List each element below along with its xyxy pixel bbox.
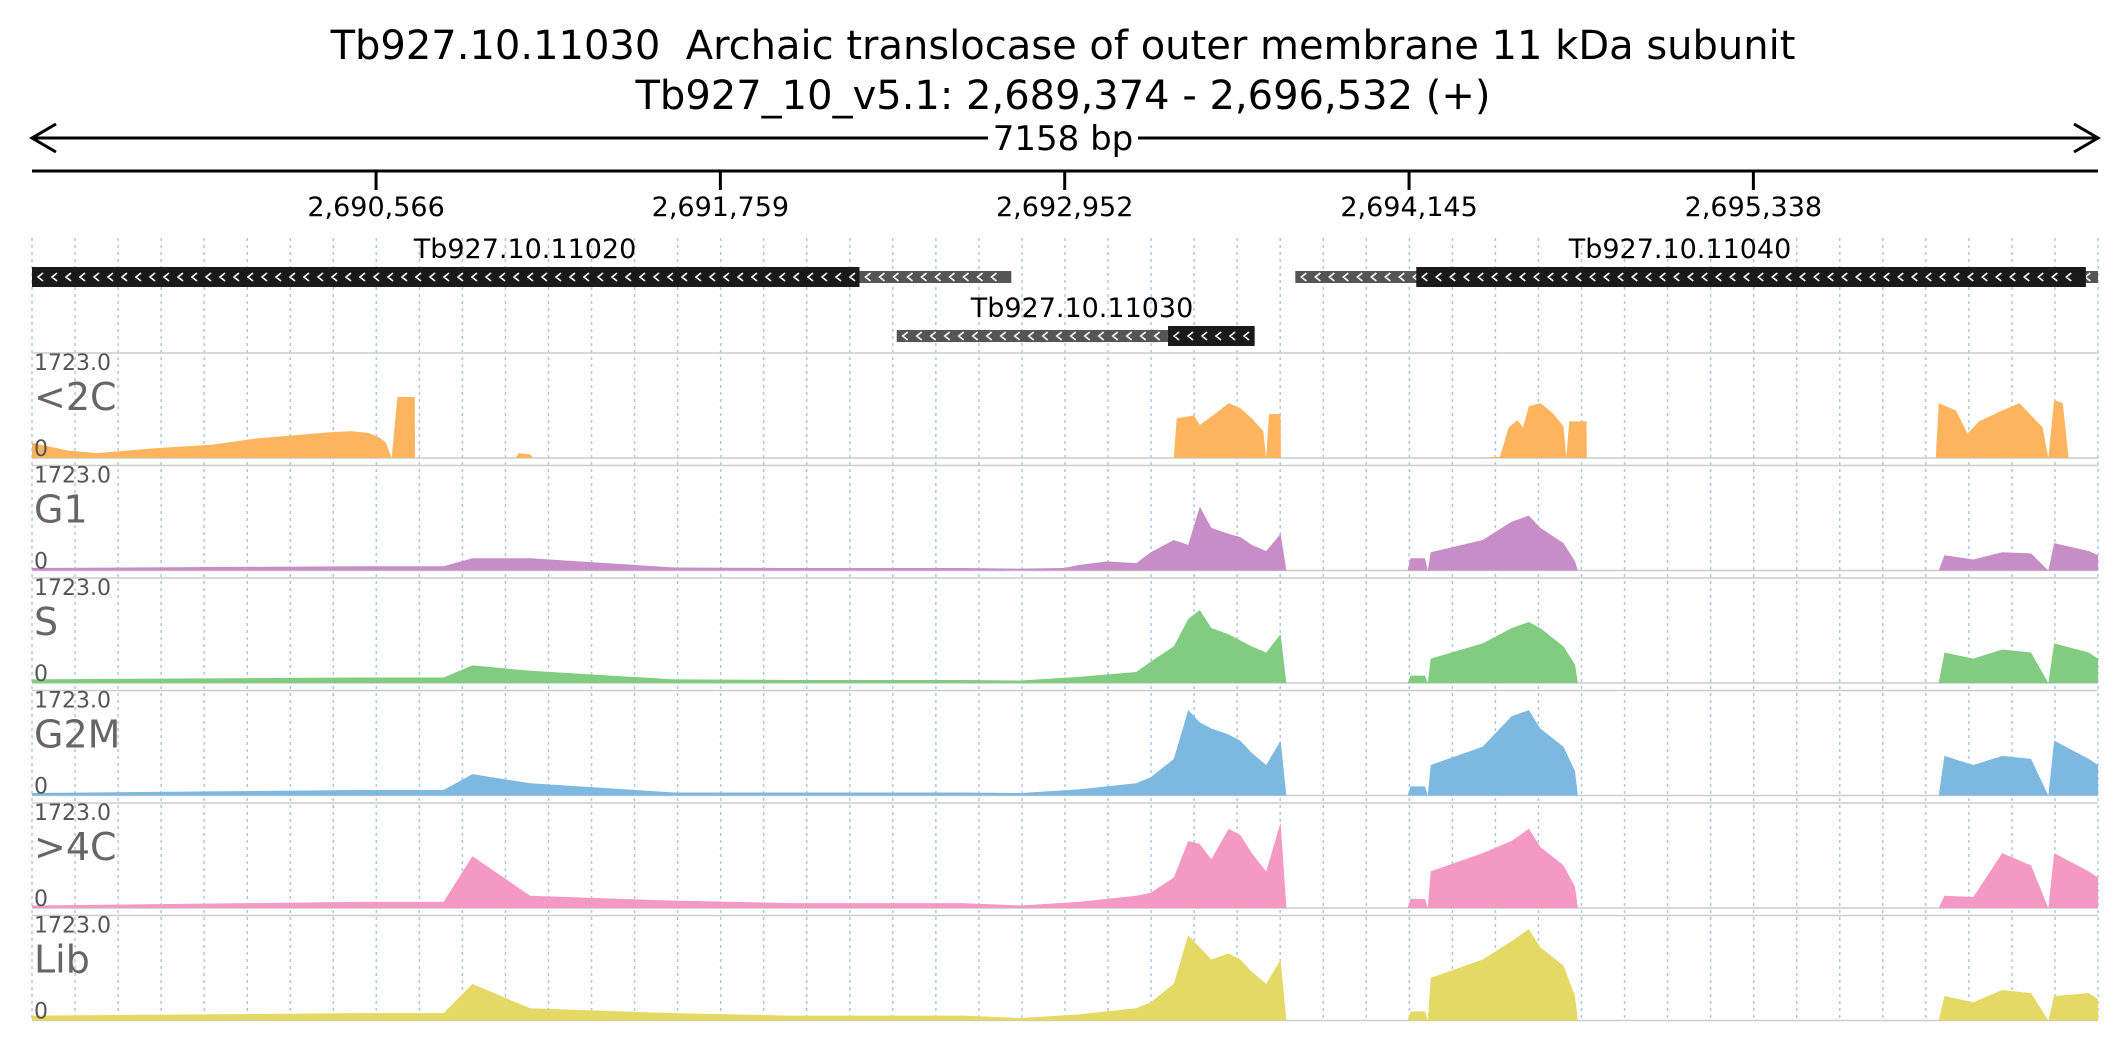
track-max-label: 1723.0 <box>34 801 111 826</box>
strand-chevrons <box>864 272 997 282</box>
span-arrow-left <box>29 122 57 154</box>
x-axis: 2,690,566 2,691,759 2,692,952 2,694,145 2,69… <box>32 169 2098 223</box>
chart-title: Tb927.10.11030 Archaic translocase of ou… <box>330 23 1796 69</box>
track-min-label: 0 <box>34 775 48 800</box>
track-name: G2M <box>34 713 120 757</box>
gene-cds <box>1416 267 2086 287</box>
strand-chevrons <box>1172 331 1250 341</box>
gene-label: Tb927.10.11030 <box>970 293 1194 324</box>
coverage-tracks: 1723.0<2C01723.0G101723.0S01723.0G2M0172… <box>32 351 2098 1025</box>
track-min-label: 0 <box>34 550 48 575</box>
gene-feature: Tb927.10.11040 <box>1295 234 2098 287</box>
track-name: G1 <box>34 488 88 532</box>
track-5: 1723.0>4C 0 <box>32 801 2098 912</box>
track-min-label: 0 <box>34 662 48 687</box>
track-max-label: 1723.0 <box>34 576 111 601</box>
tick-label: 2,695,338 <box>1685 192 1822 223</box>
tick-label: 2,691,759 <box>652 192 789 223</box>
strand-chevrons <box>901 331 1189 341</box>
gene-cds <box>32 267 860 287</box>
span-arrow: 7158 bp <box>29 118 2101 159</box>
gene-feature: Tb927.10.11030 <box>896 293 1255 346</box>
track-min-label: 0 <box>34 437 48 462</box>
span-arrow-right <box>2073 122 2101 154</box>
gene-label: Tb927.10.11040 <box>1568 234 1792 265</box>
gene-track: Tb927.10.11020 Tb927.10.11040 Tb927.10.110… <box>32 234 2098 346</box>
track-max-label: 1723.0 <box>34 914 111 939</box>
gene-feature: Tb927.10.11020 <box>32 234 1012 287</box>
tick-label: 2,692,952 <box>996 192 1133 223</box>
track-name: S <box>34 600 58 644</box>
track-name: >4C <box>34 825 117 869</box>
span-label-bg <box>988 118 1138 158</box>
gene-utr <box>896 330 1199 342</box>
track-max-label: 1723.0 <box>34 351 111 376</box>
track-name: <2C <box>34 375 117 419</box>
track-max-label: 1723.0 <box>34 689 111 714</box>
track-1: 1723.0<2C 0 <box>32 351 2098 462</box>
chart-subtitle: Tb927_10_v5.1: 2,689,374 - 2,696,532 (+) <box>635 73 1491 119</box>
strand-chevrons <box>1420 272 2072 282</box>
tick-label: 2,694,145 <box>1340 192 1477 223</box>
coverage-area <box>32 397 416 458</box>
track-2: 1723.0G1 0 <box>32 464 2098 575</box>
gene-label: Tb927.10.11020 <box>413 234 637 265</box>
strand-chevrons <box>36 272 856 282</box>
coverage-area <box>339 400 2069 458</box>
track-min-label: 0 <box>34 1000 48 1025</box>
track-name: Lib <box>34 938 90 982</box>
track-min-label: 0 <box>34 887 48 912</box>
track-3: 1723.0S 0 <box>32 576 2098 687</box>
track-max-label: 1723.0 <box>34 464 111 489</box>
gene-cds <box>1168 326 1255 346</box>
span-label: 7158 bp <box>993 119 1134 159</box>
tick-label: 2,690,566 <box>307 192 444 223</box>
